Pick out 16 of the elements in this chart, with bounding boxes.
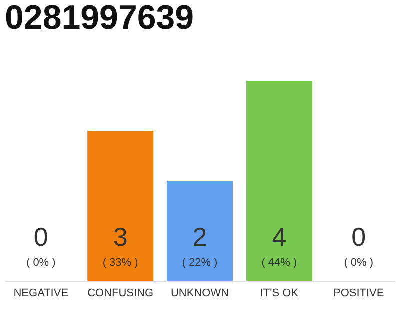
annotation: 0	[34, 222, 48, 252]
annotation: 0	[352, 222, 366, 252]
x-tick-label: CONFUSING	[88, 288, 154, 300]
data-label: ( 0% )	[344, 257, 374, 269]
x-tick-label: POSITIVE	[333, 288, 384, 300]
chart-title: 0281997639	[5, 0, 194, 37]
data-label: ( 33% )	[102, 257, 138, 269]
x-tick-label: NEGATIVE	[14, 288, 69, 300]
x-tick-label: UNKNOWN	[170, 288, 230, 300]
annotation: 3	[113, 222, 128, 252]
annotation: 4	[272, 222, 287, 252]
data-label: ( 44% )	[262, 257, 298, 269]
annotation: 2	[192, 222, 208, 252]
data-label: ( 22% )	[182, 257, 218, 269]
x-tick-label: IT'S OK	[260, 288, 300, 300]
data-label: ( 0% )	[26, 257, 56, 269]
